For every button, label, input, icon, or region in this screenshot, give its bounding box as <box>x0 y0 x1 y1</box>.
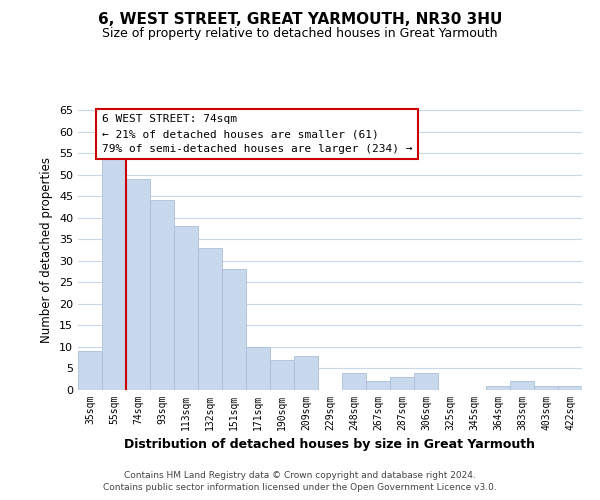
Bar <box>510 382 534 390</box>
Bar <box>558 386 582 390</box>
Bar <box>246 347 270 390</box>
Bar <box>270 360 294 390</box>
Bar <box>486 386 510 390</box>
Text: 6, WEST STREET, GREAT YARMOUTH, NR30 3HU: 6, WEST STREET, GREAT YARMOUTH, NR30 3HU <box>98 12 502 28</box>
Bar <box>294 356 318 390</box>
Text: Size of property relative to detached houses in Great Yarmouth: Size of property relative to detached ho… <box>102 28 498 40</box>
Text: Contains HM Land Registry data © Crown copyright and database right 2024.: Contains HM Land Registry data © Crown c… <box>124 471 476 480</box>
Bar <box>342 373 366 390</box>
Bar <box>102 158 126 390</box>
Bar <box>78 351 102 390</box>
Bar <box>198 248 222 390</box>
Bar <box>390 377 414 390</box>
Y-axis label: Number of detached properties: Number of detached properties <box>40 157 53 343</box>
Text: 6 WEST STREET: 74sqm
← 21% of detached houses are smaller (61)
79% of semi-detac: 6 WEST STREET: 74sqm ← 21% of detached h… <box>102 114 413 154</box>
Bar <box>366 382 390 390</box>
X-axis label: Distribution of detached houses by size in Great Yarmouth: Distribution of detached houses by size … <box>125 438 536 452</box>
Bar <box>534 386 558 390</box>
Bar <box>414 373 438 390</box>
Text: Contains public sector information licensed under the Open Government Licence v3: Contains public sector information licen… <box>103 484 497 492</box>
Bar <box>174 226 198 390</box>
Bar <box>126 179 150 390</box>
Bar <box>222 270 246 390</box>
Bar <box>150 200 174 390</box>
